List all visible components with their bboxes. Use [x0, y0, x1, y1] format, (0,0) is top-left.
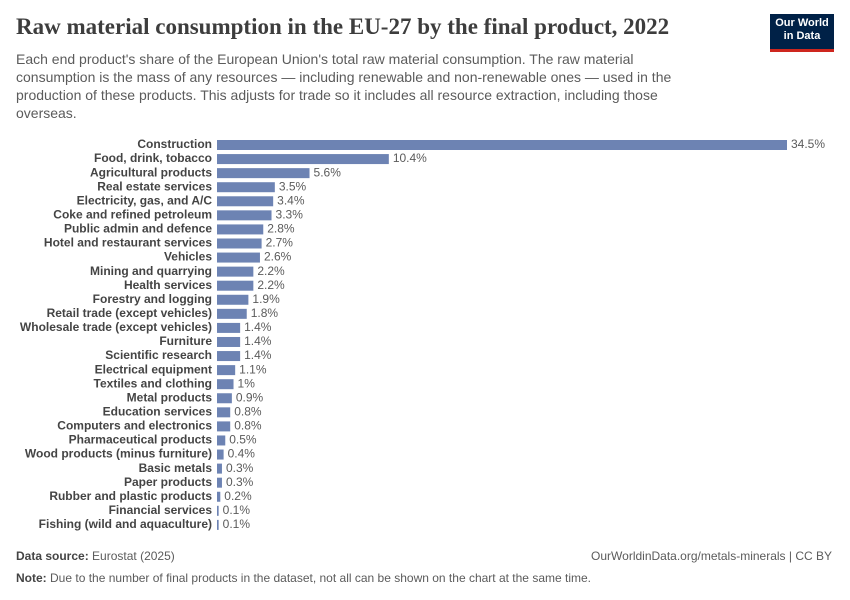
source-label: Data source:	[16, 549, 89, 563]
value-label: 1.9%	[252, 292, 280, 306]
note-label: Note:	[16, 571, 47, 585]
value-label: 3.4%	[277, 193, 305, 207]
value-label: 2.7%	[266, 236, 294, 250]
category-label: Forestry and logging	[93, 292, 212, 306]
category-label: Education services	[103, 405, 213, 419]
category-label: Computers and electronics	[57, 419, 212, 433]
value-label: 0.9%	[236, 390, 264, 404]
category-label: Furniture	[159, 334, 212, 348]
category-label: Electricity, gas, and A/C	[77, 193, 213, 207]
value-label: 1%	[238, 376, 256, 390]
chart-subtitle: Each end product's share of the European…	[16, 51, 672, 121]
note-text: Due to the number of final products in t…	[50, 571, 591, 585]
bar	[217, 449, 224, 460]
category-label: Real estate services	[97, 179, 212, 193]
bar	[217, 336, 241, 347]
value-label: 0.1%	[223, 503, 251, 517]
value-label: 1.8%	[251, 306, 279, 320]
bar	[217, 210, 272, 221]
category-label: Textiles and clothing	[94, 376, 212, 390]
category-label: Paper products	[124, 475, 212, 489]
value-label: 34.5%	[791, 137, 825, 151]
value-label: 0.8%	[234, 405, 262, 419]
category-label: Metal products	[127, 390, 213, 404]
bar	[217, 393, 232, 404]
value-label: 2.6%	[264, 250, 292, 264]
note: Note: Due to the number of final product…	[16, 571, 591, 585]
category-label: Scientific research	[105, 348, 212, 362]
bar	[217, 351, 241, 362]
bar	[217, 477, 222, 488]
category-label: Mining and quarrying	[90, 264, 212, 278]
source: Data source: Eurostat (2025)	[16, 549, 175, 563]
value-label: 2.2%	[257, 278, 285, 292]
value-label: 2.8%	[267, 222, 295, 236]
category-label: Rubber and plastic products	[49, 489, 212, 503]
bar	[217, 379, 234, 390]
category-label: Retail trade (except vehicles)	[47, 306, 212, 320]
category-label: Coke and refined petroleum	[53, 208, 212, 222]
category-label: Health services	[124, 278, 212, 292]
logo-text: Our World	[775, 17, 829, 29]
bar	[217, 252, 260, 263]
bar	[217, 140, 787, 150]
value-label: 2.2%	[257, 264, 285, 278]
value-label: 0.3%	[226, 475, 254, 489]
bar	[217, 365, 236, 376]
bar	[217, 308, 247, 319]
bar	[217, 407, 231, 418]
value-label: 0.2%	[224, 489, 252, 503]
bar	[217, 435, 226, 446]
bar	[217, 280, 254, 291]
value-label: 1.4%	[244, 334, 272, 348]
bar	[217, 421, 231, 432]
bar	[217, 238, 262, 249]
category-label: Construction	[137, 137, 212, 151]
logo[interactable]: Our World in Data	[770, 14, 834, 52]
category-label: Basic metals	[139, 461, 213, 475]
category-label: Financial services	[109, 503, 213, 517]
value-label: 10.4%	[393, 151, 427, 165]
value-label: 0.1%	[223, 517, 251, 531]
bar	[217, 196, 274, 207]
category-label: Public admin and defence	[64, 222, 212, 236]
source-link[interactable]: OurWorldinData.org/metals-minerals | CC …	[591, 549, 832, 563]
category-label: Hotel and restaurant services	[44, 236, 212, 250]
bar	[217, 154, 389, 165]
value-label: 5.6%	[314, 165, 342, 179]
category-label: Wood products (minus furniture)	[25, 447, 212, 461]
value-label: 0.3%	[226, 461, 254, 475]
logo-text: in Data	[783, 30, 821, 42]
bar	[217, 168, 310, 179]
value-label: 3.5%	[279, 179, 307, 193]
category-label: Vehicles	[164, 250, 212, 264]
bar	[217, 505, 219, 516]
chart: Construction 34.5% Food, drink, tobacco 10.…	[20, 137, 825, 531]
bar	[217, 266, 254, 277]
bar	[217, 182, 275, 193]
value-label: 1.4%	[244, 320, 272, 334]
chart-title: Raw material consumption in the EU-27 by…	[16, 14, 670, 39]
value-label: 1.1%	[239, 362, 267, 376]
bar	[217, 491, 221, 502]
category-label: Fishing (wild and aquaculture)	[39, 517, 212, 531]
bar	[217, 224, 264, 235]
value-label: 1.4%	[244, 348, 272, 362]
value-label: 0.5%	[229, 433, 257, 447]
value-label: 3.3%	[276, 208, 304, 222]
value-label: 0.8%	[234, 419, 262, 433]
bar	[217, 322, 241, 333]
category-label: Wholesale trade (except vehicles)	[20, 320, 212, 334]
category-label: Agricultural products	[90, 165, 212, 179]
value-label: 0.4%	[228, 447, 256, 461]
source-text[interactable]: Eurostat (2025)	[92, 549, 175, 563]
bar	[217, 463, 222, 474]
category-label: Pharmaceutical products	[69, 433, 213, 447]
bar	[217, 519, 219, 530]
category-label: Electrical equipment	[95, 362, 212, 376]
category-label: Food, drink, tobacco	[94, 151, 212, 165]
bar	[217, 294, 249, 305]
